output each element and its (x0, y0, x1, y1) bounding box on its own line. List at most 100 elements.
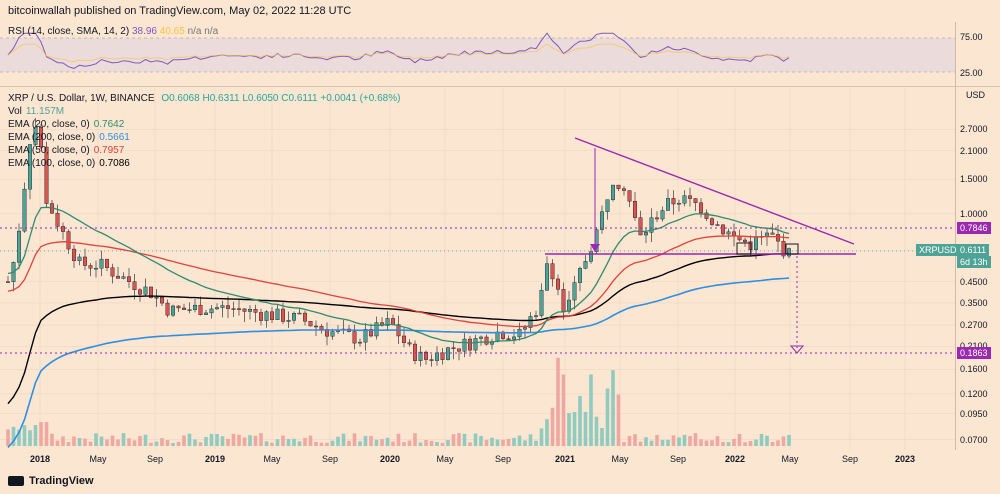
legend-ema100-row: EMA (100, close, 0) 0.7086 (8, 158, 130, 169)
triangle-upper-trendline (574, 137, 855, 245)
candle-body (583, 261, 588, 269)
ema20-line (7, 206, 790, 344)
price-tick: 0.4500 (960, 276, 988, 287)
countdown-tag: 6d 13h (957, 256, 991, 268)
volume-bar (572, 412, 577, 446)
legend-close: C0.6111 (281, 93, 318, 104)
volume-bar (440, 442, 445, 446)
time-tick: May (263, 454, 281, 464)
candle-body (88, 265, 93, 269)
candle-body (330, 331, 335, 337)
candle-body (671, 198, 676, 205)
candle-body (110, 267, 115, 277)
volume-bar (138, 436, 142, 446)
candle-body (187, 309, 192, 311)
candle-body (314, 325, 319, 328)
candle-body (539, 290, 544, 316)
price-tick: 0.1600 (960, 364, 988, 375)
volume-bar (209, 433, 214, 446)
volume-bar (121, 433, 126, 446)
volume-bar (479, 435, 483, 446)
candle-body (605, 199, 610, 212)
volume-bar (286, 439, 291, 446)
volume-bar (594, 416, 599, 446)
candle-body (275, 308, 280, 320)
volume-bar (292, 438, 296, 446)
volume-bar (506, 438, 511, 446)
rsi-band (0, 38, 956, 72)
time-tick: Sep (841, 454, 859, 464)
candle-body (192, 304, 197, 310)
legend-ema20-row: EMA (20, close, 0) 0.7642 (8, 119, 125, 130)
candle-body (165, 302, 170, 316)
volume-bar (88, 441, 93, 446)
volume-bar (770, 442, 775, 446)
volume-bar (154, 441, 159, 446)
price-tick: 2.1000 (960, 145, 988, 156)
rsi-na-1: n/a (187, 26, 202, 37)
time-axis[interactable]: 2018 May Sep 2019 May Sep 2020 May Sep 2021 May Sep… (0, 450, 956, 468)
volume-bar (385, 437, 390, 446)
candle-body (633, 200, 638, 218)
tradingview-logo-icon (8, 476, 24, 487)
volume-bar (677, 437, 681, 446)
candle-body (726, 231, 731, 235)
candle-body (242, 308, 247, 312)
legend-low: L0.6050 (242, 93, 279, 104)
footer-brand[interactable]: TradingView (0, 468, 1000, 494)
candle-body (616, 184, 621, 189)
candle-body (17, 230, 22, 263)
volume-bars (6, 357, 791, 446)
volume-bar (94, 433, 98, 446)
rsi-value: 38.96 (131, 26, 157, 37)
candle-body (512, 336, 517, 340)
candle-body (181, 307, 186, 310)
volume-bar (72, 436, 76, 446)
time-tick: 2018 (29, 454, 51, 464)
candle-body (457, 348, 462, 352)
candle-body (655, 217, 660, 220)
volume-bar (50, 433, 54, 446)
volume-bar (358, 441, 362, 446)
volume-bar (578, 395, 582, 446)
candle-body (644, 232, 649, 236)
candle-body (622, 188, 627, 191)
candle-body (781, 240, 786, 257)
candle-body (352, 331, 357, 344)
candle-body (715, 224, 720, 226)
price-tick: 0.2100 (960, 341, 988, 351)
volume-bar (187, 433, 192, 446)
volume-bar (748, 441, 753, 446)
candle-body (589, 251, 594, 262)
volume-bar (314, 441, 318, 446)
price-axis[interactable]: USD 2.70002.10001.50001.00000.65000.4500… (956, 86, 1000, 450)
volume-bar (215, 434, 219, 446)
candle-body (44, 146, 49, 204)
candle-body (479, 336, 484, 339)
volume-bar (198, 442, 203, 446)
volume-bar (341, 433, 346, 446)
volume-bar (688, 436, 692, 446)
candle-body (5, 281, 10, 283)
volume-bar (561, 374, 566, 446)
candle-body (649, 217, 654, 233)
candle-body (297, 312, 302, 315)
currency-label: USD (966, 90, 986, 100)
volume-bar (583, 411, 588, 446)
volume-bar (110, 435, 115, 446)
rsi-legend: RSI (14, close, SMA, 14, 2) 38.96 40.65 … (8, 26, 219, 37)
volume-bar (308, 435, 313, 446)
time-tick: Sep (669, 454, 687, 464)
time-tick: 2019 (204, 454, 226, 464)
volume-bar (545, 419, 549, 446)
legend-change: +0.0041 (+0.68%) (320, 93, 401, 104)
volume-bar (682, 434, 687, 446)
candle-body (93, 267, 98, 270)
candle-body (484, 336, 489, 345)
volume-bar (11, 426, 16, 446)
volume-bar (347, 440, 351, 446)
volume-bar (501, 439, 505, 446)
candle-body (473, 338, 478, 351)
volume-bar (495, 439, 500, 446)
chart-canvas[interactable] (0, 0, 956, 450)
